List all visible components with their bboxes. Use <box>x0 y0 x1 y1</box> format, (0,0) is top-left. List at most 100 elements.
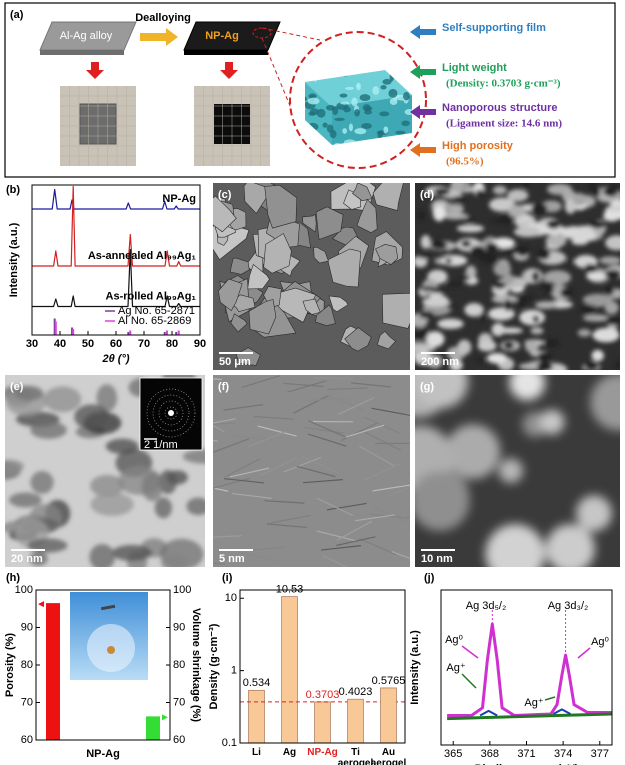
pore <box>379 111 390 117</box>
x-tick-label: NP-Ag <box>86 748 120 760</box>
pore <box>419 286 437 291</box>
lattice-fringe <box>240 552 280 562</box>
zoom-line <box>261 27 321 41</box>
lattice-fringe <box>223 404 264 411</box>
y-axis-label: Porosity (%) <box>4 633 16 698</box>
blob <box>509 375 546 401</box>
lattice-fringe <box>358 445 395 467</box>
lattice-fringe <box>326 502 367 511</box>
blob <box>445 424 501 479</box>
flake <box>218 278 243 312</box>
ligament <box>603 211 620 222</box>
bar <box>46 603 60 740</box>
panel-label: (i) <box>222 572 233 584</box>
micrograph-label: (d) <box>420 189 434 201</box>
particle <box>29 551 48 566</box>
blob-group <box>415 375 620 567</box>
pore <box>478 313 486 322</box>
lattice-fringe <box>307 433 347 447</box>
pore <box>446 303 456 309</box>
pore <box>605 316 620 326</box>
feature-arrow <box>410 25 436 39</box>
pore <box>382 78 392 85</box>
feature-detail: (96.5%) <box>446 156 484 168</box>
axes-frame <box>35 589 171 741</box>
series-line <box>479 708 571 717</box>
lattice-fringe <box>372 505 410 524</box>
micrograph-label: (e) <box>10 381 24 393</box>
flake <box>315 304 336 327</box>
lattice-fringe <box>270 514 311 524</box>
lattice-fringe <box>302 479 343 484</box>
panel-label: (b) <box>6 184 20 196</box>
particle <box>160 554 188 567</box>
y2-axis-label: Volume shrinkage (%) <box>190 608 202 722</box>
ligament <box>571 238 589 245</box>
pore <box>532 315 540 323</box>
pore <box>356 82 361 91</box>
y-axis-label: Intensity (a.u.) <box>8 222 20 297</box>
pore <box>307 97 320 105</box>
pore <box>354 108 360 117</box>
lattice-fringe <box>293 394 330 414</box>
particle <box>74 404 110 430</box>
x-tick-label: 40 <box>54 338 66 350</box>
lattice-fringe <box>355 514 395 522</box>
x-tick-label: Au aerogel <box>370 747 407 765</box>
pore <box>604 269 620 279</box>
y2-tick-label: 80 <box>173 659 185 671</box>
y2-tick-label: 90 <box>173 621 185 633</box>
pore <box>464 216 474 224</box>
series-label: NP-Ag <box>162 193 196 205</box>
np-ag-film <box>100 604 116 611</box>
lattice-fringe <box>391 550 410 567</box>
ligament <box>456 224 485 233</box>
series-line <box>447 712 613 721</box>
pore <box>339 93 348 98</box>
flake <box>302 298 321 315</box>
lattice-fringe <box>287 380 327 393</box>
ligament <box>415 255 428 268</box>
down-arrow <box>220 62 238 79</box>
lattice-fringe <box>321 545 361 551</box>
lattice-fringe <box>327 387 368 391</box>
pore <box>389 97 398 106</box>
pore <box>544 338 560 348</box>
pore <box>340 101 350 105</box>
blob <box>415 471 470 531</box>
flake <box>263 233 292 274</box>
bar <box>248 689 265 744</box>
lattice-fringe <box>371 407 410 417</box>
lattice-fringe <box>362 463 400 482</box>
pore <box>316 108 326 118</box>
feature-arrow <box>410 143 436 157</box>
pore <box>503 299 512 312</box>
scale-bar-label: 10 nm <box>421 553 453 565</box>
flake <box>302 213 317 233</box>
np-ag-plate-edge <box>184 50 268 55</box>
diffraction-ring <box>146 388 196 438</box>
pore <box>485 242 499 253</box>
x-tick-label: 50 <box>82 338 94 350</box>
micrograph: (c) 50 μm <box>213 183 410 370</box>
lattice-fringe <box>231 492 272 499</box>
lattice-fringe <box>336 536 376 547</box>
blob <box>415 375 469 409</box>
annotation: Ag⁰ <box>591 636 609 648</box>
blob <box>576 495 612 532</box>
lattice-fringe <box>213 477 250 490</box>
ligament <box>519 309 545 326</box>
annotation: Ag 3d₃/₂ <box>548 600 589 612</box>
photo-grid <box>60 86 270 166</box>
pore <box>419 311 435 319</box>
pore <box>501 247 520 255</box>
particle <box>14 385 44 401</box>
diffraction-ring <box>158 400 184 426</box>
ligament <box>543 270 572 285</box>
lattice-fringe <box>316 530 356 542</box>
pore <box>388 88 398 98</box>
y-tick-label: 80 <box>21 659 33 671</box>
ligament <box>586 271 607 281</box>
pore <box>615 360 620 370</box>
